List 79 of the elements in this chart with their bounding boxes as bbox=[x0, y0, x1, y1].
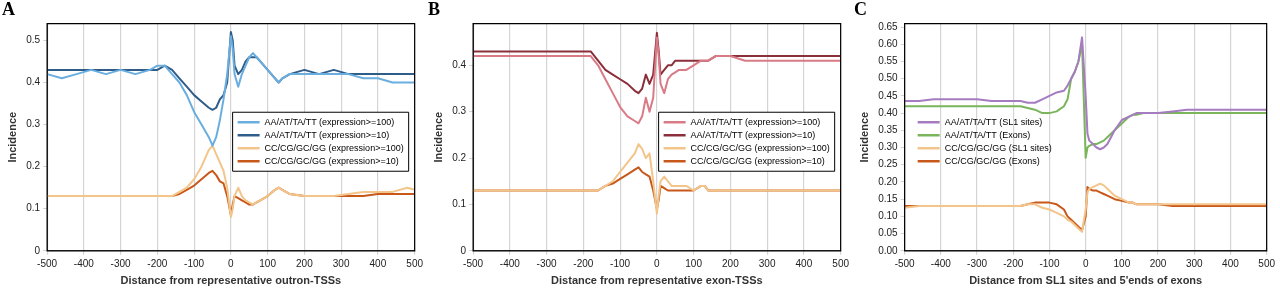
y-axis-title: Incidence bbox=[5, 111, 18, 163]
x-tick-label: -400 bbox=[73, 257, 95, 269]
legend-label: CC/CG/GC/GG (SL1 sites) bbox=[944, 142, 1052, 153]
y-tick-label: 0.40 bbox=[878, 106, 899, 118]
x-tick-label: 0 bbox=[654, 257, 661, 269]
legend-label: AA/AT/TA/TT (expression>=100) bbox=[264, 116, 395, 127]
x-tick-label: -100 bbox=[1039, 257, 1060, 269]
legend-label: AA/AT/TA/TT (expression>=10) bbox=[690, 129, 816, 140]
x-tick-label: 500 bbox=[406, 257, 424, 269]
y-tick-label: 0.15 bbox=[878, 192, 899, 204]
y-tick-label: 0.35 bbox=[878, 124, 899, 136]
x-tick-label: -400 bbox=[499, 257, 521, 269]
y-tick-label: 0.1 bbox=[26, 202, 41, 214]
x-tick-label: -500 bbox=[894, 257, 916, 269]
legend-label: CC/CG/GC/GG (expression>=100) bbox=[264, 142, 404, 153]
x-tick-label: 400 bbox=[1222, 257, 1240, 269]
x-axis-title: Distance from representative exon-TSSs bbox=[551, 274, 763, 287]
y-tick-label: 0.4 bbox=[452, 59, 467, 71]
legend-label: CC/CG/GC/GG (expression>=10) bbox=[690, 155, 825, 166]
x-tick-label: 300 bbox=[1185, 257, 1204, 269]
legend-label: AA/AT/TA/TT (expression>=10) bbox=[264, 129, 390, 140]
y-tick-label: 0.5 bbox=[26, 34, 41, 46]
legend-label: AA/AT/TA/TT (SL1 sites) bbox=[944, 116, 1043, 127]
x-tick-label: -500 bbox=[463, 257, 484, 269]
x-tick-label: 0 bbox=[1082, 257, 1089, 269]
y-tick-label: 0.45 bbox=[878, 89, 899, 101]
y-tick-label: 0.00 bbox=[878, 244, 899, 256]
legend-label: AA/AT/TA/TT (expression>=100) bbox=[690, 116, 821, 127]
legend-label: CC/CG/GC/GG (expression>=100) bbox=[690, 142, 830, 153]
y-tick-label: 0.30 bbox=[878, 141, 899, 153]
x-tick-label: -300 bbox=[967, 257, 988, 269]
x-tick-label: 300 bbox=[758, 257, 776, 269]
y-tick-label: 0.20 bbox=[878, 175, 899, 187]
y-tick-label: 0.05 bbox=[878, 227, 899, 239]
y-tick-label: 0.3 bbox=[26, 118, 41, 130]
x-tick-label: -100 bbox=[184, 257, 205, 269]
x-tick-label: 400 bbox=[795, 257, 813, 269]
y-tick-label: 0.3 bbox=[452, 105, 467, 117]
legend-label: CC/CG/GC/GG (expression>=10) bbox=[264, 155, 399, 166]
x-tick-label: 200 bbox=[296, 257, 314, 269]
x-tick-label: 200 bbox=[722, 257, 740, 269]
y-tick-label: 0.2 bbox=[452, 151, 467, 163]
x-axis-title: Distance from SL1 sites and 5'ends of exons bbox=[969, 274, 1203, 287]
x-tick-label: -100 bbox=[610, 257, 631, 269]
x-tick-label: -300 bbox=[110, 257, 132, 269]
x-tick-label: -200 bbox=[1003, 257, 1024, 269]
x-tick-label: 400 bbox=[369, 257, 387, 269]
x-tick-label: 100 bbox=[1113, 257, 1131, 269]
x-tick-label: -200 bbox=[573, 257, 594, 269]
x-tick-label: 500 bbox=[1258, 257, 1276, 269]
chart-title: A bbox=[2, 0, 15, 20]
y-tick-label: 0.50 bbox=[878, 72, 899, 84]
x-tick-label: 0 bbox=[228, 257, 235, 269]
y-axis-title: Incidence bbox=[857, 111, 870, 163]
chart-title: C bbox=[854, 0, 867, 20]
x-tick-label: -300 bbox=[536, 257, 558, 269]
y-tick-label: 0.55 bbox=[878, 55, 899, 67]
chart-title: B bbox=[428, 0, 441, 20]
x-tick-label: -400 bbox=[930, 257, 952, 269]
y-tick-label: 0.10 bbox=[878, 210, 899, 222]
x-tick-label: -500 bbox=[37, 257, 58, 269]
y-tick-label: 0 bbox=[34, 244, 41, 256]
y-tick-label: 0.2 bbox=[26, 160, 41, 172]
y-tick-label: 0.65 bbox=[878, 20, 899, 32]
legend-label: AA/AT/TA/TT (Exons) bbox=[944, 129, 1031, 140]
y-tick-label: 0.60 bbox=[878, 38, 899, 49]
y-tick-label: 0 bbox=[460, 244, 467, 256]
x-tick-label: 100 bbox=[685, 257, 703, 269]
x-tick-label: -200 bbox=[147, 257, 168, 269]
x-tick-label: 100 bbox=[259, 257, 277, 269]
x-axis-title: Distance from representative outron-TSSs bbox=[120, 274, 342, 287]
y-axis-title: Incidence bbox=[431, 111, 444, 163]
y-tick-label: 0.1 bbox=[452, 198, 467, 210]
x-tick-label: 500 bbox=[832, 257, 850, 269]
y-tick-label: 0.4 bbox=[26, 76, 41, 88]
x-tick-label: 300 bbox=[332, 257, 350, 269]
x-tick-label: 200 bbox=[1149, 257, 1167, 269]
y-tick-label: 0.25 bbox=[878, 158, 899, 170]
legend-label: CC/CG/GC/GG (Exons) bbox=[944, 155, 1040, 166]
